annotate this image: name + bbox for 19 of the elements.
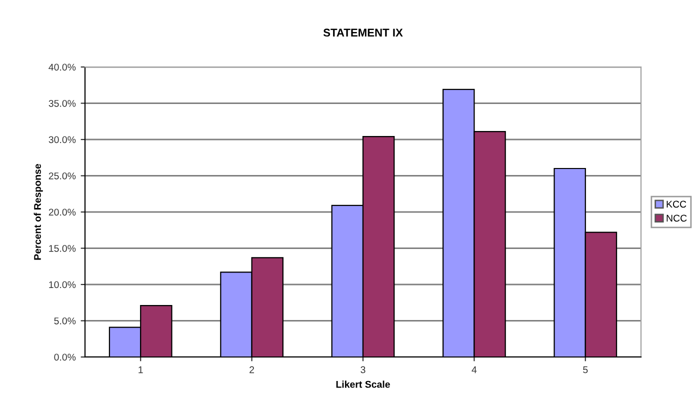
x-axis-title: Likert Scale xyxy=(336,380,390,388)
y-tick-label: 35.0% xyxy=(48,100,76,107)
x-tick-label: 1 xyxy=(138,366,143,374)
y-tick-label: 10.0% xyxy=(49,281,76,288)
x-tick-label: 4 xyxy=(472,366,477,374)
x-tick-label: 2 xyxy=(250,366,254,374)
y-tick-label: 40.0% xyxy=(48,64,76,71)
y-tick-label: 25.0% xyxy=(48,172,76,180)
legend-label: KCC xyxy=(666,200,686,208)
y-tick-label: 0.0% xyxy=(54,354,76,361)
y-tick-label: 30.0% xyxy=(48,136,76,144)
x-tick-label: 3 xyxy=(360,366,366,374)
legend-label: NCC xyxy=(666,214,687,222)
y-tick-label: 5.0% xyxy=(54,317,76,324)
x-tick-label: 5 xyxy=(583,366,588,374)
y-tick-label: 15.0% xyxy=(49,244,76,252)
y-tick-label: 20.0% xyxy=(48,208,76,216)
chart-title: STATEMENT IX xyxy=(323,28,403,37)
y-axis-title: Percent of Response xyxy=(34,164,43,260)
